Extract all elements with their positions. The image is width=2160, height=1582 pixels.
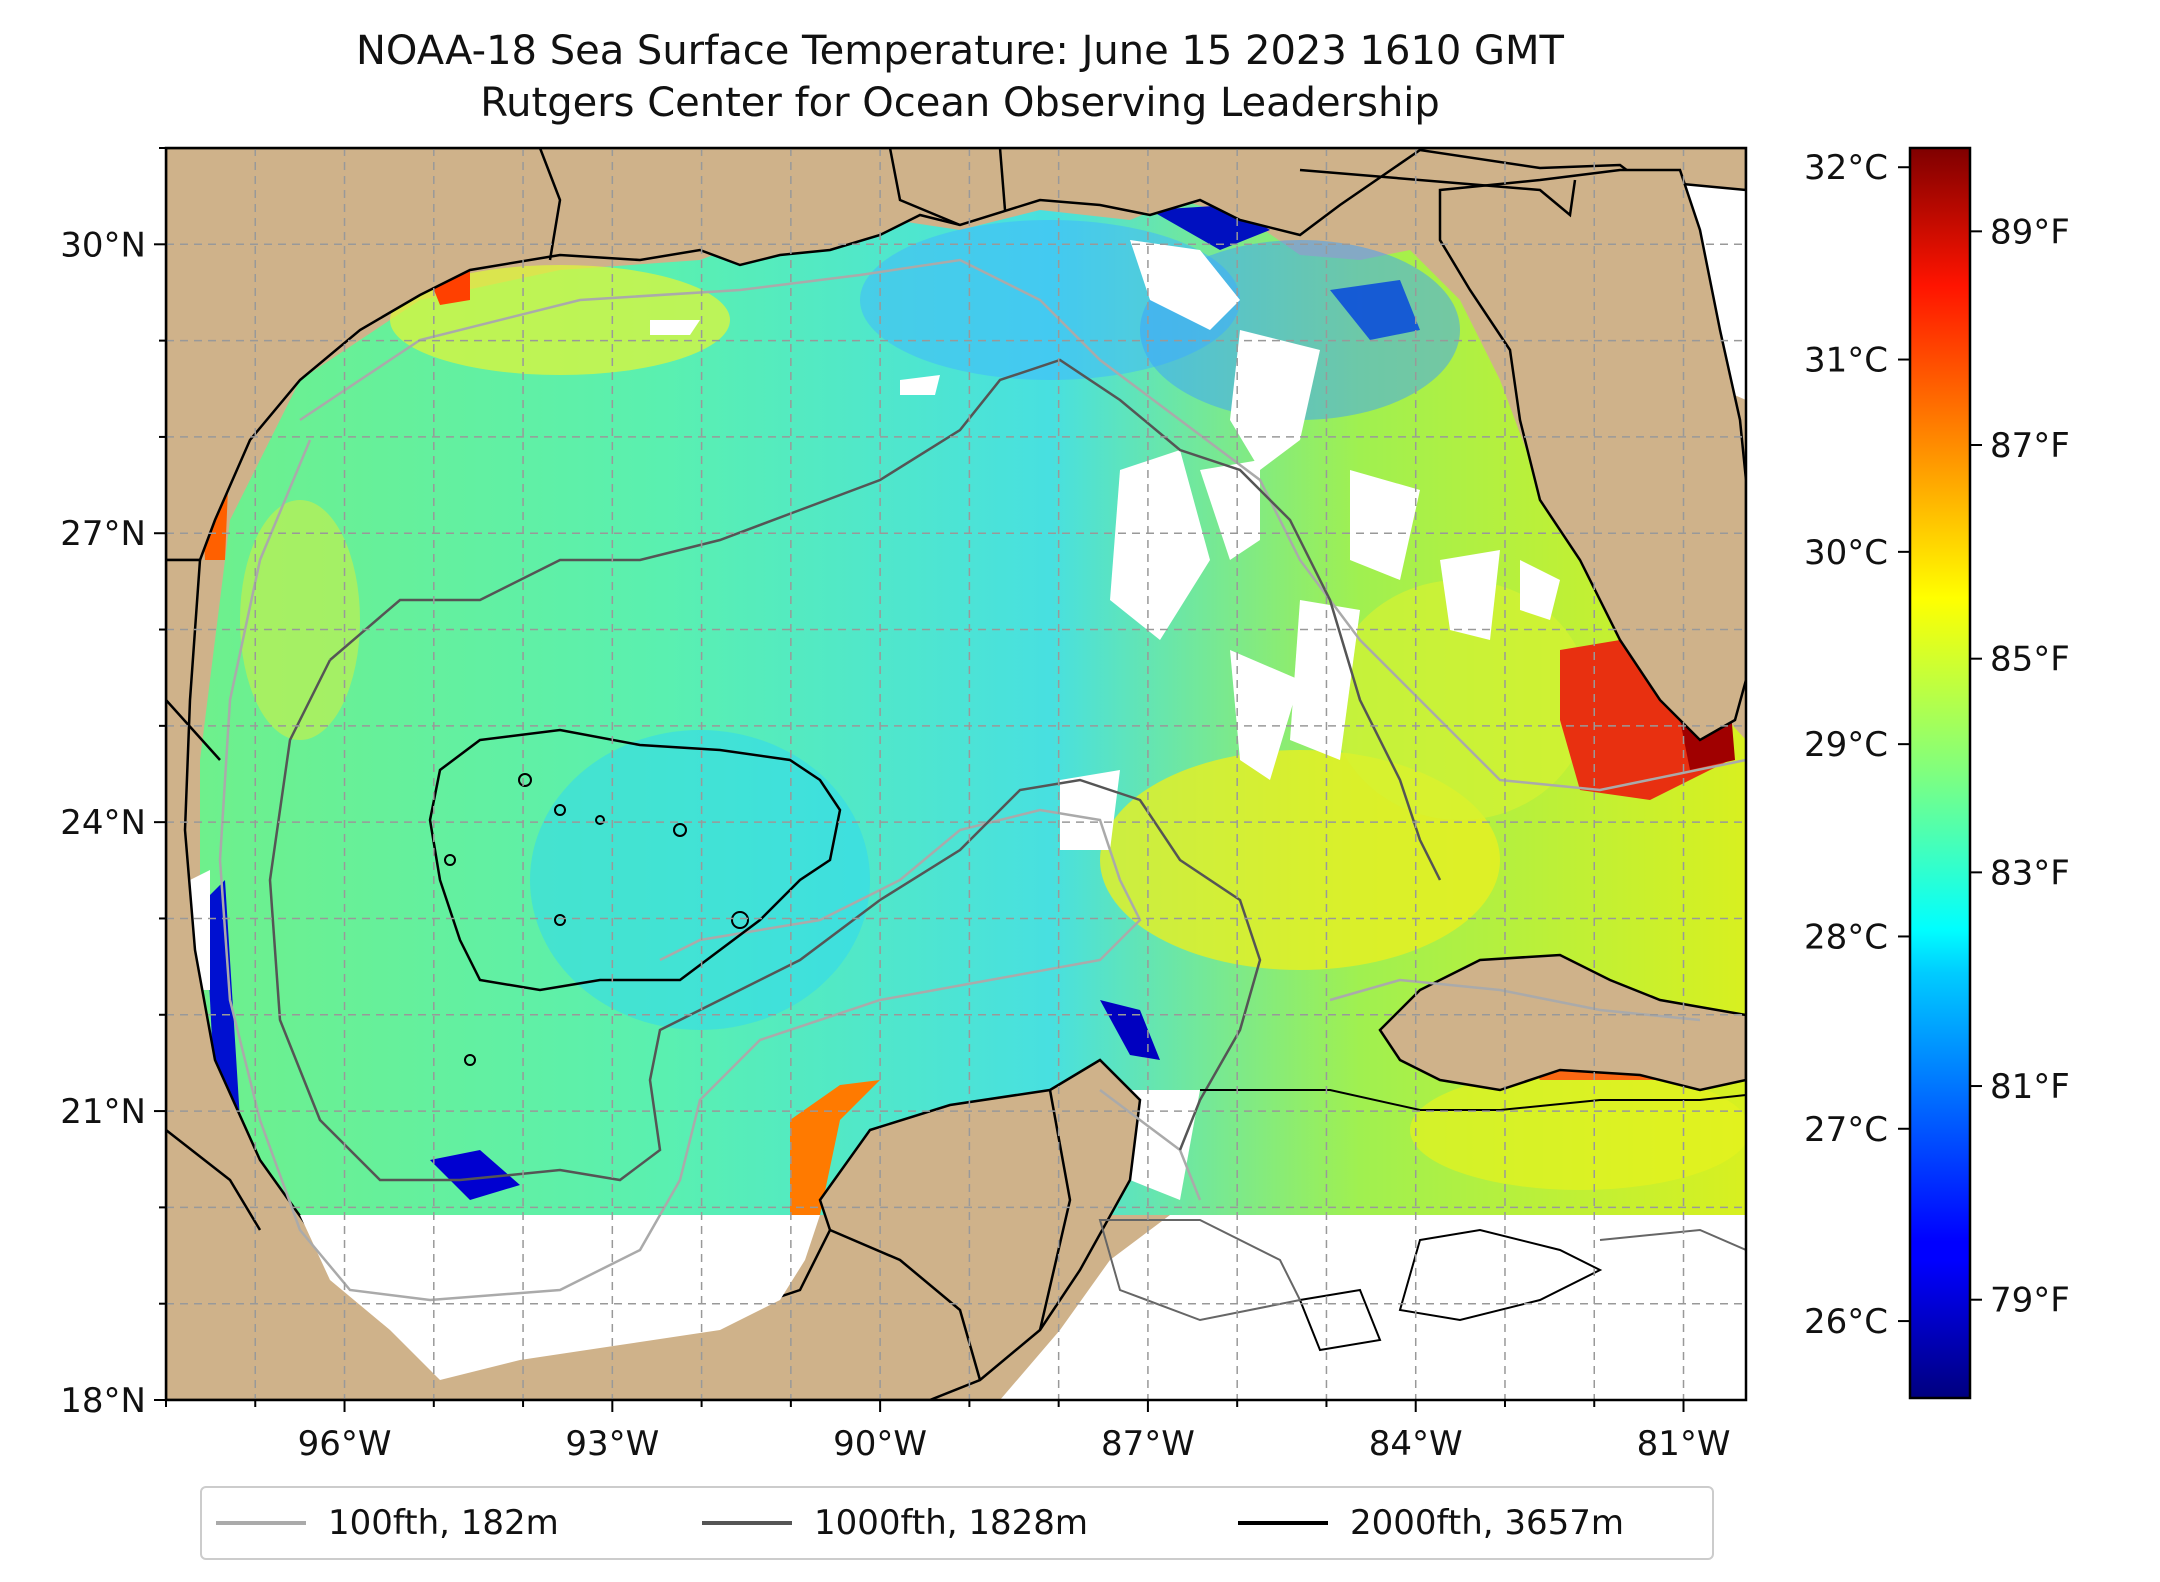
colorbar-label-c: 29°C — [1804, 725, 1888, 765]
legend-swatch — [1238, 1521, 1328, 1525]
colorbar-label-f: 89°F — [1990, 212, 2070, 252]
legend-item-1000fth: 1000fth, 1828m — [702, 1488, 1088, 1558]
cool-patch — [530, 730, 870, 1030]
colorbar-label-f: 83°F — [1990, 853, 2070, 893]
warm-patch — [1330, 580, 1590, 820]
contour-1000fth — [268, 358, 1442, 1182]
warm-patch — [240, 500, 360, 740]
cold-spot — [430, 1150, 520, 1200]
colorbar-label-f: 81°F — [1990, 1067, 2070, 1107]
no-data-area — [1000, 1215, 1746, 1400]
hot-spot-yucatan — [790, 1080, 880, 1215]
x-tick-label: 84°W — [1369, 1424, 1463, 1464]
legend-swatch — [216, 1521, 306, 1525]
x-tick-label: 87°W — [1101, 1424, 1195, 1464]
colorbar-label-f: 79°F — [1990, 1281, 2070, 1321]
colorbar-label-c: 31°C — [1804, 341, 1888, 381]
legend-item-100fth: 100fth, 182m — [216, 1488, 559, 1558]
colorbar-label-c: 28°C — [1804, 917, 1888, 957]
colorbar — [1908, 146, 1972, 1400]
contour-legend: 100fth, 182m 1000fth, 1828m 2000fth, 365… — [200, 1486, 1714, 1560]
map-title: NOAA-18 Sea Surface Temperature: June 15… — [355, 28, 1564, 74]
gridlines — [166, 148, 1746, 1400]
y-tick-label: 30°N — [60, 225, 146, 265]
colorbar-label-c: 32°C — [1804, 148, 1888, 188]
y-tick-label: 21°N — [60, 1092, 146, 1132]
colorbar-ticks: 26°C 27°C 28°C 29°C 30°C 31°C 32°C 79°F 81°F 83°F… — [1804, 148, 2070, 1342]
x-tick-label: 96°W — [298, 1424, 392, 1464]
colorbar-label-f: 87°F — [1990, 426, 2070, 466]
y-tick-label: 27°N — [60, 514, 146, 554]
colorbar-label-f: 85°F — [1990, 640, 2070, 680]
x-tick-label: 93°W — [565, 1424, 659, 1464]
hot-spot-florida — [1560, 640, 1730, 800]
x-tick-label: 90°W — [833, 1424, 927, 1464]
legend-label: 100fth, 182m — [328, 1503, 559, 1543]
y-tick-label: 24°N — [60, 803, 146, 843]
legend-item-2000fth: 2000fth, 3657m — [1238, 1488, 1624, 1558]
cold-spot — [1100, 1000, 1160, 1060]
contour-caribbean-gray — [1098, 1219, 1746, 1322]
map-axes: 96°W 93°W 90°W 87°W 84°W 81°W 18°N 21°N 24°N 27°N… — [60, 147, 1731, 1464]
map-subtitle: Rutgers Center for Ocean Observing Leade… — [480, 80, 1440, 126]
legend-label: 2000fth, 3657m — [1350, 1503, 1625, 1543]
colorbar-label-c: 30°C — [1804, 533, 1888, 573]
warm-patch — [390, 265, 730, 375]
y-tick-label: 18°N — [60, 1381, 146, 1421]
legend-swatch — [702, 1521, 792, 1525]
colorbar-label-c: 26°C — [1804, 1302, 1888, 1342]
x-tick-label: 81°W — [1637, 1424, 1731, 1464]
contour-caribbean — [1200, 1089, 1746, 1352]
legend-label: 1000fth, 1828m — [814, 1503, 1089, 1543]
map-frame — [164, 146, 1748, 1402]
contour-2000fth — [428, 728, 842, 992]
coastlines — [166, 148, 1746, 1400]
colorbar-label-c: 27°C — [1804, 1110, 1888, 1150]
contour-100fth — [218, 258, 1746, 1302]
cold-spot — [1330, 280, 1420, 340]
no-data-area — [300, 1215, 820, 1380]
contour-2000fth-islands — [444, 773, 749, 1066]
